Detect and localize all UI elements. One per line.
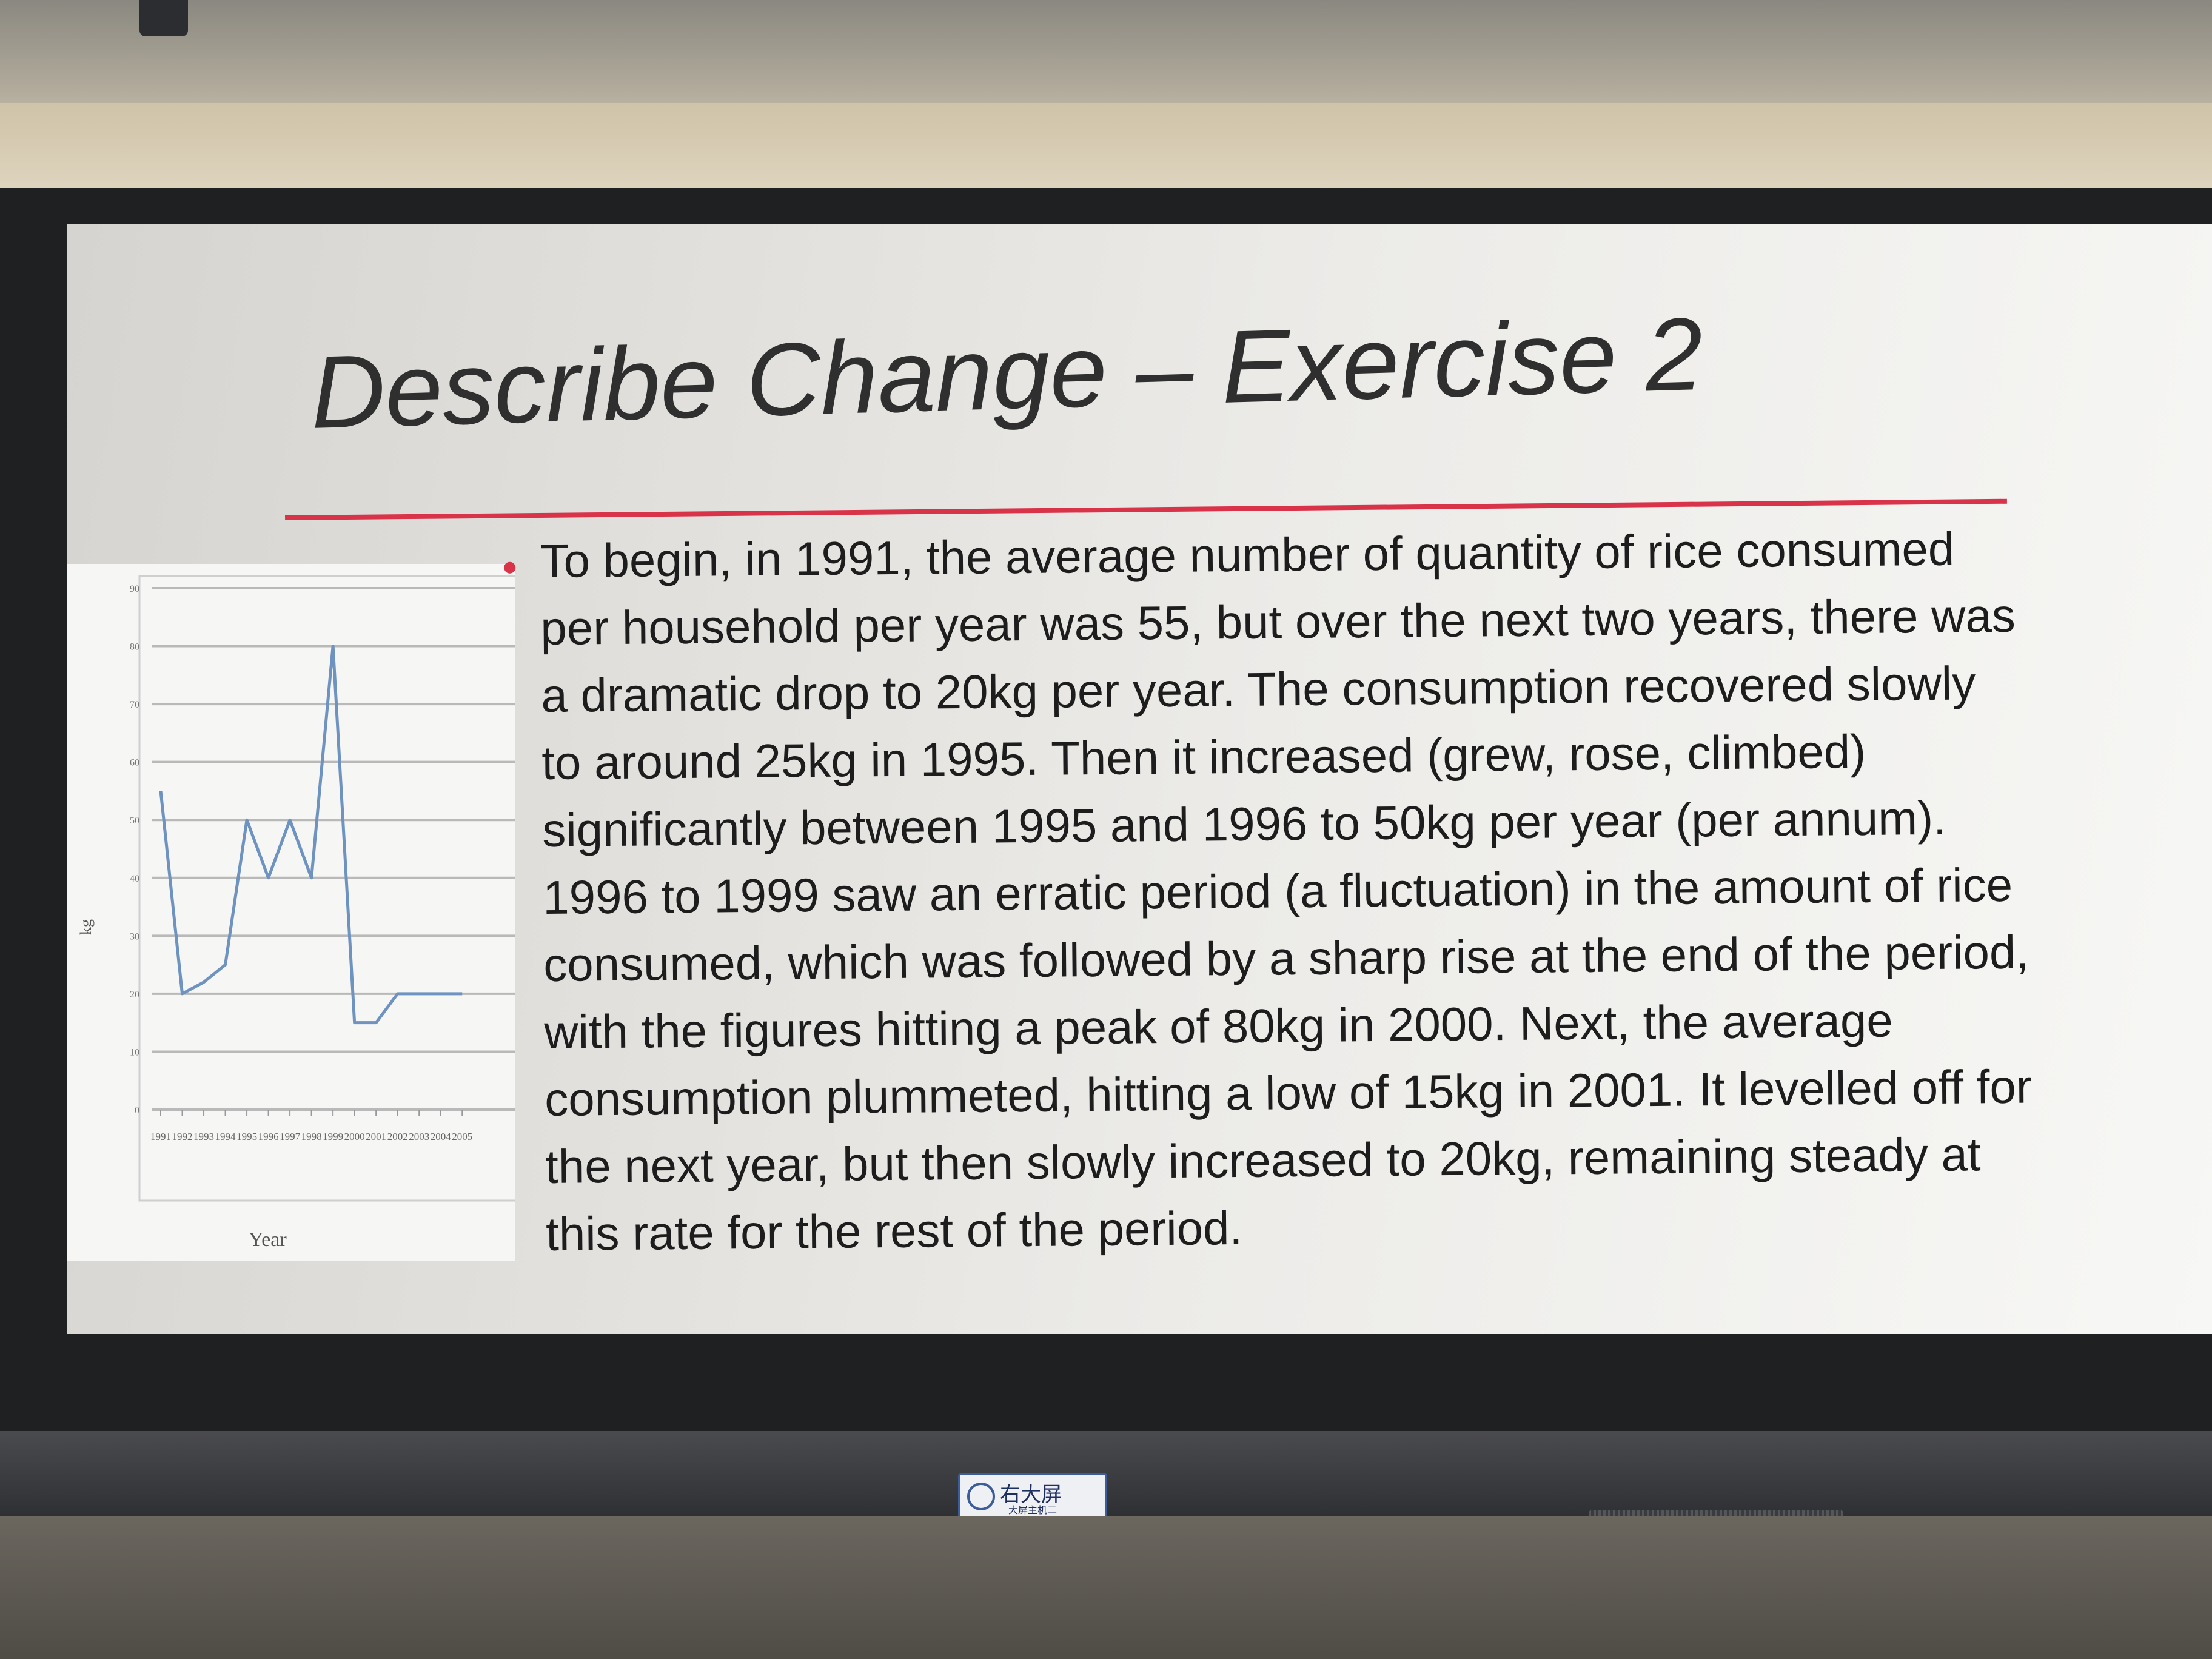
x-tick-label: 1994 xyxy=(215,1131,236,1142)
y-tick-labels: 0 10 20 30 40 50 60 70 80 90 xyxy=(130,584,139,1116)
wall-strip xyxy=(0,103,2212,200)
line-chart: 0 10 20 30 40 50 60 70 80 90 1991 1992 1993 1994 1995… xyxy=(67,564,515,1261)
x-tick-labels: 1991 1992 1993 1994 1995 1996 1997 1998 1999 2000… xyxy=(150,1110,472,1142)
slide-title: Describe Change – Exercise 2 xyxy=(309,296,1704,451)
y-tick-label: 90 xyxy=(130,584,139,594)
x-tick-label: 1992 xyxy=(172,1131,193,1142)
x-tick-label: 2004 xyxy=(431,1131,452,1142)
y-tick-label: 0 xyxy=(135,1105,139,1116)
x-tick-label: 2002 xyxy=(387,1131,408,1142)
y-tick-label: 80 xyxy=(130,642,139,652)
badge-logo-icon xyxy=(967,1483,995,1510)
x-tick-label: 1995 xyxy=(236,1131,257,1142)
series-line xyxy=(159,645,463,1025)
y-tick-label: 20 xyxy=(130,990,139,1000)
x-tick-label: 1993 xyxy=(193,1131,214,1142)
text-line: this rate for the rest of the period. xyxy=(545,1201,1243,1261)
y-tick-label: 10 xyxy=(130,1047,139,1057)
y-tick-label: 40 xyxy=(130,874,139,884)
y-axis-label: kg xyxy=(77,919,95,935)
chart-grid xyxy=(138,575,515,1202)
chart-frame xyxy=(138,575,515,1202)
y-tick-label: 60 xyxy=(130,758,139,768)
y-tick-label: 50 xyxy=(130,816,139,826)
x-tick-label: 2003 xyxy=(409,1131,429,1142)
x-axis-label: Year xyxy=(249,1228,287,1251)
ceiling-mount xyxy=(139,0,188,36)
chart-series xyxy=(159,645,463,1025)
x-tick-label: 1996 xyxy=(258,1131,279,1142)
badge-sublabel: 大屏主机二 xyxy=(1008,1504,1057,1516)
y-tick-label: 70 xyxy=(130,700,139,710)
x-tick-label: 1999 xyxy=(323,1131,343,1142)
room-floor xyxy=(0,1516,2212,1659)
x-tick-label: 1991 xyxy=(150,1131,171,1142)
screen-badge: 右大屏 大屏主机二 xyxy=(958,1473,1107,1521)
projected-slide: Describe Change – Exercise 2 0 10 20 30 40 50… xyxy=(67,224,2212,1334)
bullet-marker: • xyxy=(502,543,518,591)
chart-svg: 0 10 20 30 40 50 60 70 80 90 1991 1992 1993 1994 1995… xyxy=(77,575,515,1251)
x-tick-label: 1997 xyxy=(280,1131,301,1142)
x-tick-label: 2000 xyxy=(344,1131,365,1142)
wall-background xyxy=(0,0,2212,103)
y-tick-label: 30 xyxy=(130,931,139,942)
x-tick-label: 2001 xyxy=(366,1131,386,1142)
slide-body-text: • To begin, in 1991, the average number … xyxy=(502,513,2212,1268)
badge-label: 右大屏 xyxy=(1000,1483,1062,1507)
x-tick-label: 2005 xyxy=(452,1131,472,1142)
x-tick-label: 1998 xyxy=(301,1131,322,1142)
